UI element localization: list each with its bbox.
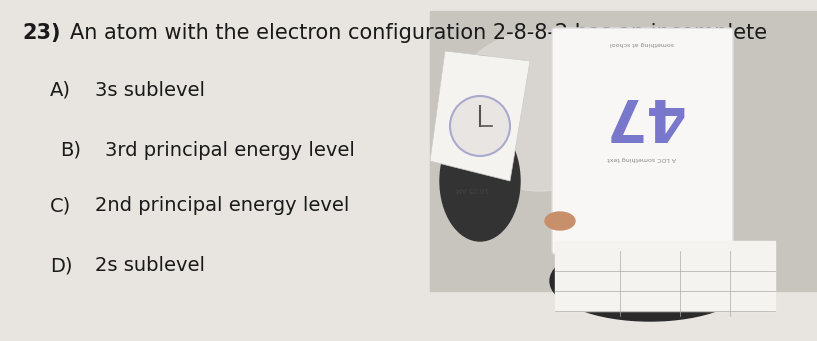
Text: 2s sublevel: 2s sublevel — [95, 256, 205, 275]
Text: C): C) — [50, 196, 71, 215]
Text: 2nd principal energy level: 2nd principal energy level — [95, 196, 350, 215]
Text: 3rd principal energy level: 3rd principal energy level — [105, 141, 355, 160]
Text: 3s sublevel: 3s sublevel — [95, 81, 205, 100]
Circle shape — [451, 97, 509, 155]
Ellipse shape — [550, 241, 750, 321]
Ellipse shape — [545, 212, 575, 230]
Text: A): A) — [50, 81, 71, 100]
Text: 23): 23) — [22, 23, 60, 43]
Text: 47: 47 — [601, 86, 683, 143]
Bar — [555, 241, 775, 311]
Polygon shape — [430, 51, 530, 181]
Circle shape — [445, 56, 515, 126]
Ellipse shape — [440, 121, 520, 241]
FancyBboxPatch shape — [552, 28, 733, 254]
Text: D): D) — [50, 256, 73, 275]
Ellipse shape — [450, 31, 630, 191]
Text: something at school: something at school — [610, 41, 674, 46]
Text: B): B) — [60, 141, 81, 160]
Bar — [430, 11, 817, 291]
Text: A LOC something text: A LOC something text — [608, 156, 676, 161]
Text: 10:25 AM: 10:25 AM — [455, 186, 489, 192]
Text: An atom with the electron configuration 2-8-8-2 has an incomplete: An atom with the electron configuration … — [70, 23, 767, 43]
